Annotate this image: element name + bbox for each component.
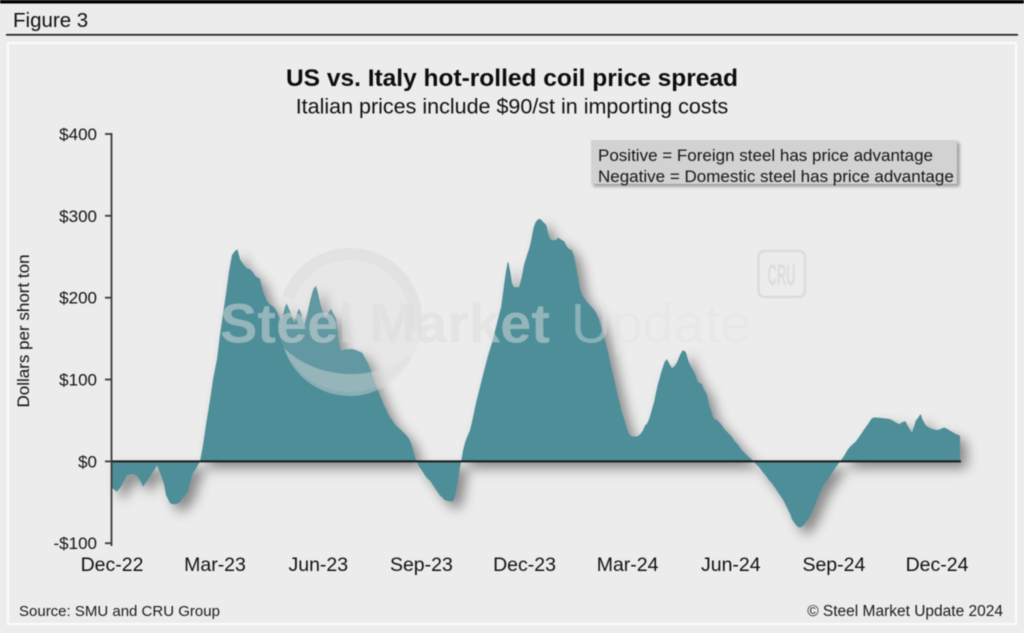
svg-text:Positive = Foreign steel has p: Positive = Foreign steel has price advan… [598, 146, 933, 165]
svg-text:Dec-24: Dec-24 [906, 554, 969, 576]
svg-text:Mar-24: Mar-24 [597, 554, 659, 576]
svg-text:$400: $400 [59, 125, 97, 144]
svg-text:CRU: CRU [768, 259, 796, 292]
svg-text:-$100: -$100 [54, 534, 97, 553]
svg-text:Dec-23: Dec-23 [493, 554, 556, 576]
svg-text:Jun-23: Jun-23 [288, 554, 348, 576]
svg-text:Update: Update [571, 292, 752, 355]
svg-text:Jun-24: Jun-24 [701, 554, 761, 576]
svg-text:Italian prices include $90/st: Italian prices include $90/st in importi… [296, 95, 729, 119]
svg-text:Sep-24: Sep-24 [802, 554, 865, 576]
svg-text:$300: $300 [59, 207, 97, 226]
svg-text:$100: $100 [59, 371, 97, 390]
svg-text:US vs. Italy hot-rolled coil p: US vs. Italy hot-rolled coil price sprea… [286, 65, 738, 92]
svg-text:Mar-23: Mar-23 [184, 554, 246, 576]
svg-text:© Steel Market Update 2024: © Steel Market Update 2024 [807, 603, 1003, 620]
svg-text:Figure 3: Figure 3 [13, 9, 88, 32]
svg-text:Dollars per short ton: Dollars per short ton [14, 254, 33, 407]
svg-text:$200: $200 [59, 289, 97, 308]
svg-text:Source: SMU and CRU Group: Source: SMU and CRU Group [19, 603, 220, 620]
svg-text:Sep-23: Sep-23 [390, 554, 453, 576]
svg-text:Dec-22: Dec-22 [81, 554, 144, 576]
svg-text:Steel Market: Steel Market [220, 292, 550, 355]
svg-text:Negative = Domestic steel has: Negative = Domestic steel has price adva… [598, 167, 954, 186]
svg-text:$0: $0 [78, 452, 97, 471]
